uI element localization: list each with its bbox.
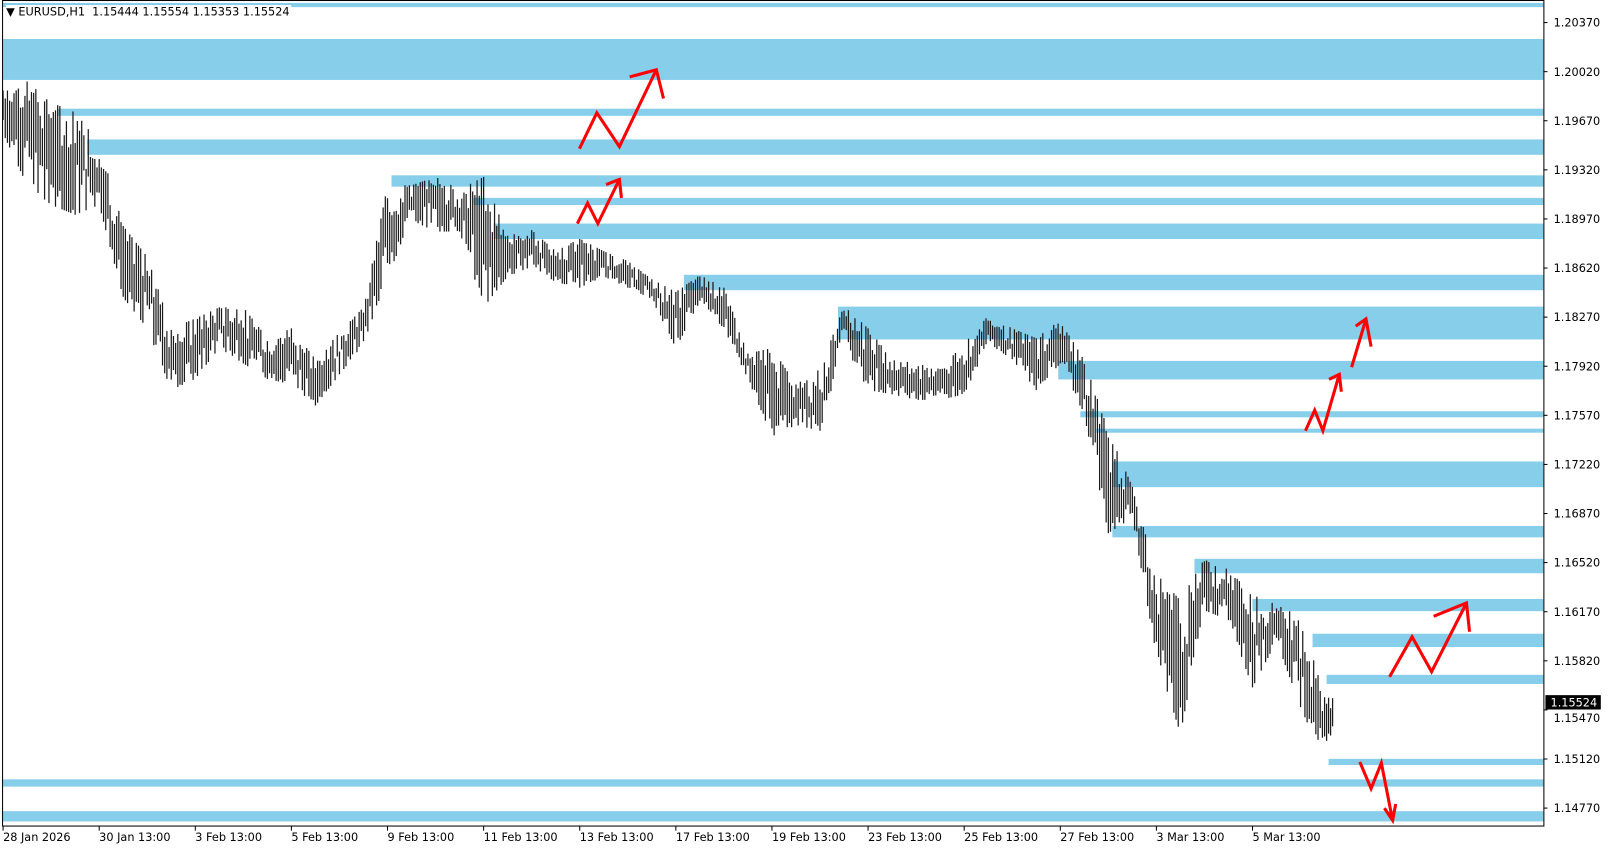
plot-frame xyxy=(2,0,1545,827)
y-tick-label: 1.16170 xyxy=(1554,606,1601,619)
y-tick-label: 1.16870 xyxy=(1554,508,1601,521)
supply-demand-zone xyxy=(838,306,1544,340)
current-price-marker: 1.15524 xyxy=(1545,695,1601,710)
supply-demand-zone xyxy=(57,108,1544,116)
y-tick-label: 1.15820 xyxy=(1554,655,1601,668)
y-tick-label: 1.19320 xyxy=(1554,164,1601,177)
current-price-label: 1.15524 xyxy=(1551,696,1598,709)
x-tick-label: 28 Jan 2026 xyxy=(3,831,71,844)
y-tick-label: 1.19670 xyxy=(1554,115,1601,128)
high-price: 1.15554 xyxy=(142,5,190,19)
arrowhead xyxy=(605,177,623,199)
time-axis[interactable]: 28 Jan 2026 30 Jan 13:00 3 Feb 13:00 5 Feb … xyxy=(2,825,1321,844)
supply-demand-zone xyxy=(1112,526,1544,538)
x-tick-label: 30 Jan 13:00 xyxy=(99,831,170,844)
symbol-timeframe: EURUSD,H1 xyxy=(18,5,86,19)
supply-demand-zone xyxy=(473,197,1544,206)
up-arrow-annotation[interactable] xyxy=(578,69,658,150)
arrowhead xyxy=(1433,600,1472,632)
supply-demand-zone xyxy=(391,175,1544,187)
zones-layer xyxy=(3,2,1544,822)
x-tick-label: 25 Feb 13:00 xyxy=(964,831,1038,844)
x-tick-label: 19 Feb 13:00 xyxy=(772,831,846,844)
down-arrow-annotation[interactable] xyxy=(1358,757,1395,821)
arrowhead xyxy=(1328,371,1343,392)
supply-demand-zone xyxy=(1328,758,1544,766)
supply-demand-zone xyxy=(3,779,1544,787)
supply-demand-zone xyxy=(3,38,1544,80)
y-tick-label: 1.14770 xyxy=(1554,802,1601,815)
up-arrow-annotation[interactable] xyxy=(1304,373,1341,436)
x-tick-label: 5 Feb 13:00 xyxy=(291,831,358,844)
arrow-annotations xyxy=(575,67,1472,825)
y-tick-label: 1.15470 xyxy=(1554,712,1601,725)
x-tick-label: 3 Feb 13:00 xyxy=(195,831,262,844)
x-tick-label: 13 Feb 13:00 xyxy=(580,831,654,844)
x-tick-label: 27 Feb 13:00 xyxy=(1060,831,1134,844)
y-tick-label: 1.18270 xyxy=(1554,311,1601,324)
supply-demand-zone xyxy=(3,811,1544,822)
supply-demand-zone xyxy=(1194,558,1544,574)
supply-demand-zone xyxy=(1312,633,1544,648)
supply-demand-zone xyxy=(3,2,1544,8)
price-axis[interactable]: 1.20370 1.20020 1.19670 1.19320 1.18970 1.186… xyxy=(1543,17,1600,816)
supply-demand-zone xyxy=(87,139,1544,155)
arrowhead xyxy=(1354,316,1373,347)
y-tick-label: 1.15120 xyxy=(1554,753,1601,766)
y-tick-label: 1.16520 xyxy=(1554,557,1601,570)
supply-demand-zone xyxy=(1112,461,1544,488)
supply-demand-zone xyxy=(1096,428,1544,433)
y-tick-label: 1.17920 xyxy=(1554,360,1601,373)
x-tick-label: 23 Feb 13:00 xyxy=(868,831,942,844)
supply-demand-zone xyxy=(1326,674,1544,684)
y-tick-label: 1.18620 xyxy=(1554,262,1601,275)
low-price: 1.15353 xyxy=(192,5,240,19)
supply-demand-zone xyxy=(683,274,1544,291)
y-tick-label: 1.17220 xyxy=(1554,459,1601,472)
x-tick-label: 17 Feb 13:00 xyxy=(676,831,750,844)
x-tick-label: 3 Mar 13:00 xyxy=(1156,831,1224,844)
x-tick-label: 5 Mar 13:00 xyxy=(1253,831,1321,844)
chart-header: ▼ EURUSD,H1 1.15444 1.15554 1.15353 1.15… xyxy=(6,5,292,19)
y-tick-label: 1.20370 xyxy=(1554,17,1601,30)
bars-layer xyxy=(2,81,1334,741)
close-price: 1.15524 xyxy=(242,5,290,19)
arrowhead xyxy=(629,67,665,99)
current-price-box xyxy=(1545,695,1601,710)
open-price: 1.15444 xyxy=(92,5,139,19)
x-tick-label: 9 Feb 13:00 xyxy=(388,831,455,844)
y-tick-label: 1.20020 xyxy=(1554,66,1601,79)
up-arrow-annotation[interactable] xyxy=(575,178,621,228)
x-tick-label: 11 Feb 13:00 xyxy=(484,831,558,844)
up-arrow-annotation[interactable] xyxy=(1388,602,1468,678)
supply-demand-zone xyxy=(1252,598,1544,612)
y-tick-label: 1.17570 xyxy=(1554,409,1601,422)
y-tick-label: 1.18970 xyxy=(1554,213,1601,226)
arrowhead xyxy=(1383,803,1398,825)
supply-demand-zone xyxy=(1058,360,1544,380)
triangle-down-icon[interactable]: ▼ xyxy=(6,5,19,19)
supply-demand-zone xyxy=(493,223,1544,240)
up-arrow-annotation[interactable] xyxy=(1350,318,1368,368)
